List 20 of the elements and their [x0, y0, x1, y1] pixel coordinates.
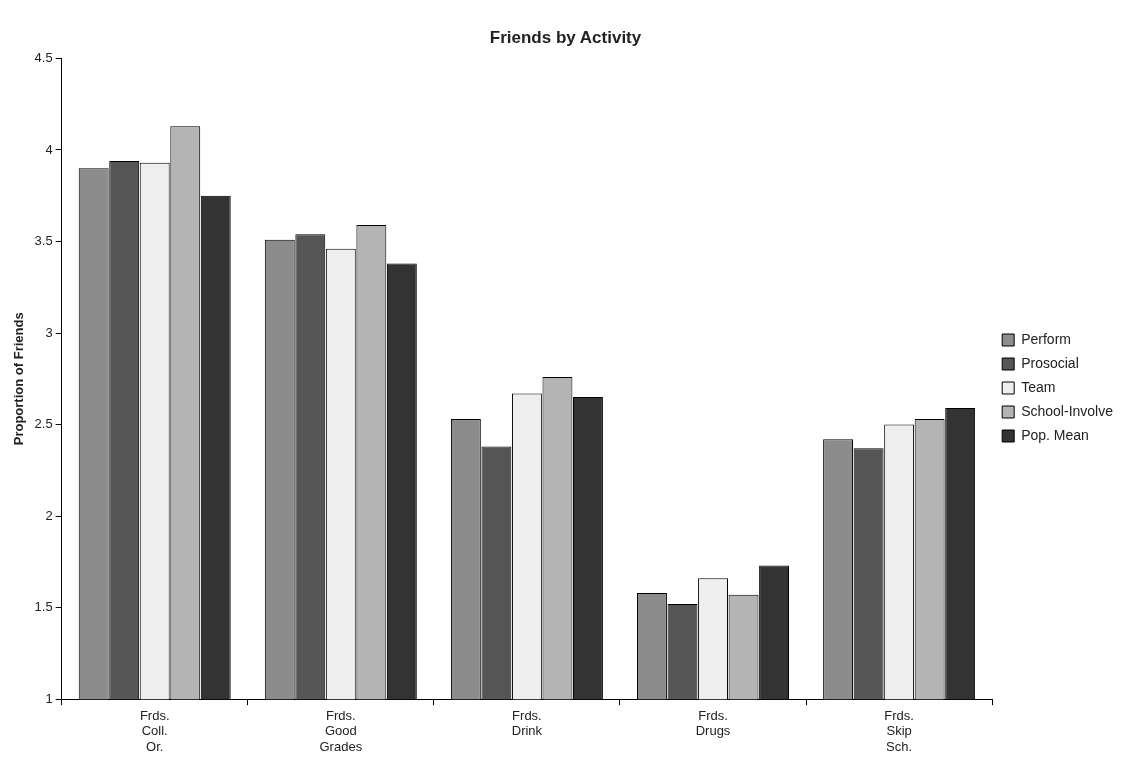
y-axis-title: Proportion of Friends [11, 312, 27, 446]
x-tick-label: Frds. Drink [511, 707, 543, 739]
x-tick-label: Frds. Skip Sch. [884, 707, 914, 754]
legend-label: School-Involve [1021, 402, 1114, 419]
y-tick-label: 4.5 [34, 49, 53, 65]
x-tick-label: Frds. Drugs [695, 707, 731, 739]
legend-label: Perform [1021, 330, 1071, 347]
y-tick-label: 2.5 [34, 416, 53, 432]
chart-title: Friends by Activity [489, 27, 642, 47]
y-tick-label: 4 [45, 141, 53, 157]
y-tick-label: 1 [45, 690, 53, 706]
y-tick-label: 3.5 [34, 233, 53, 249]
y-tick-label: 3 [45, 324, 53, 340]
legend-label: Team [1021, 378, 1056, 395]
legend-label: Pop. Mean [1021, 426, 1089, 443]
x-tick-label: Frds. Good Grades [319, 707, 363, 754]
y-tick-label: 1.5 [34, 599, 53, 615]
x-tick-label: Frds. Coll. Or. [139, 707, 170, 754]
y-tick-label: 2 [45, 507, 53, 523]
legend-label: Prosocial [1021, 354, 1079, 371]
